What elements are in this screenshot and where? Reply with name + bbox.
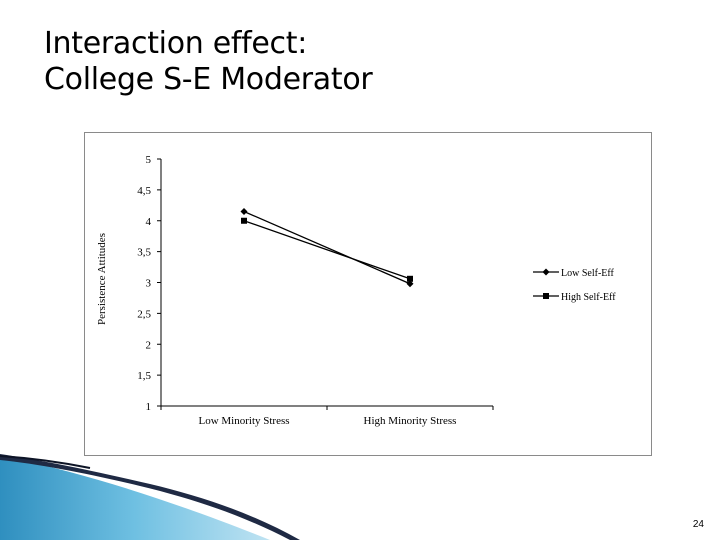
y-tick-label: 1,5 [137,370,151,382]
series-line-1 [243,220,411,280]
x-tick-label: High Minority Stress [364,415,457,427]
y-tick-label: 4,5 [137,185,151,197]
y-tick-label: 2 [146,339,152,351]
chart-frame: Persistence Attitudes 1 1,5 2 2,5 3 3,5 4 4,5 5 L… [84,132,652,456]
data-point [407,275,413,282]
legend-marker [542,268,550,276]
slide-title: Interaction effect: College S-E Moderato… [44,26,644,98]
legend-label: High Self-Eff [561,292,616,303]
y-axis-title: Persistence Attitudes [96,233,108,325]
y-tick-label: 3,5 [137,247,151,259]
y-tick-label: 1 [146,401,152,413]
data-point [240,207,248,215]
legend-label: Low Self-Eff [561,268,615,279]
data-point [406,280,414,288]
line-chart: Persistence Attitudes 1 1,5 2 2,5 3 3,5 4 4,5 5 L… [96,154,616,427]
slide-number: 24 [692,519,704,530]
y-tick-label: 3 [146,278,152,290]
y-tick-label: 5 [146,154,152,166]
title-line-2: College S-E Moderator [44,62,373,97]
y-tick-label: 2,5 [137,308,151,320]
data-point [241,217,247,224]
legend-marker [543,293,549,299]
y-tick-label: 4 [146,216,152,228]
series-line-0 [243,210,411,285]
x-tick-label: Low Minority Stress [198,415,289,427]
title-line-1: Interaction effect: [44,26,307,61]
